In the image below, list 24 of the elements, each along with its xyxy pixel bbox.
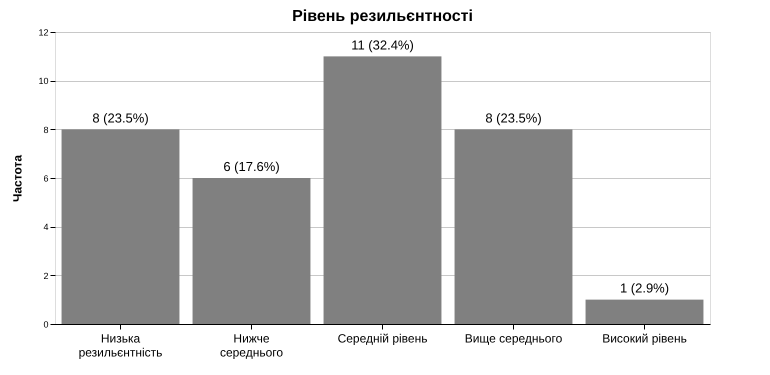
y-tick-label: 0 <box>43 320 48 330</box>
x-tick-label: Високий рівень <box>602 332 687 346</box>
y-tick-label: 2 <box>43 270 48 281</box>
bar <box>62 129 180 324</box>
chart-title: Рівень резильєнтності <box>292 8 473 25</box>
bar <box>586 300 704 324</box>
data-label: 8 (23.5%) <box>92 110 149 126</box>
x-tick-label: Нижче середнього <box>220 332 284 360</box>
y-tick-label: 6 <box>43 174 48 184</box>
data-label: 6 (17.6%) <box>223 159 280 174</box>
data-label: 1 (2.9%) <box>620 280 670 296</box>
y-tick-label: 12 <box>38 28 48 38</box>
data-label: 8 (23.5%) <box>485 110 542 126</box>
y-tick-label: 8 <box>43 124 48 135</box>
y-axis-title: Частота <box>10 154 24 202</box>
x-tick-label: Низька резильєнтність <box>78 332 162 360</box>
bar <box>192 178 310 324</box>
y-tick-label: 4 <box>43 222 48 232</box>
x-tick-label: Вище середнього <box>464 332 563 346</box>
y-tick-label: 10 <box>38 76 48 86</box>
bar <box>324 56 442 324</box>
data-label: 11 (32.4%) <box>351 37 414 52</box>
bar <box>454 129 572 324</box>
x-tick-label: Середній рівень <box>338 332 428 346</box>
